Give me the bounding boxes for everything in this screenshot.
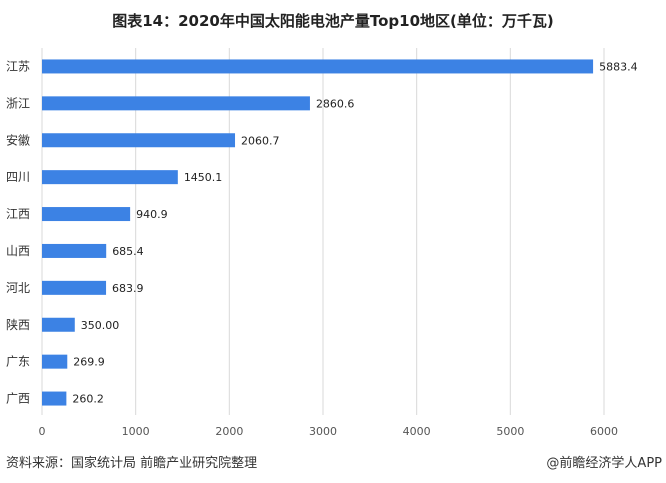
x-tick-label: 6000 <box>590 425 618 438</box>
y-category-label: 陕西 <box>6 317 30 332</box>
y-category-label: 河北 <box>6 281 30 295</box>
data-label: 260.2 <box>72 393 104 406</box>
y-category-label: 江西 <box>6 207 30 221</box>
bar <box>42 170 178 185</box>
x-tick-label: 4000 <box>403 425 431 438</box>
data-label: 940.9 <box>136 208 168 221</box>
y-category-label: 江苏 <box>6 59 30 73</box>
y-category-label: 安徽 <box>6 132 30 147</box>
data-label: 350.00 <box>81 319 120 332</box>
x-tick-label: 0 <box>39 425 46 438</box>
y-category-label: 山西 <box>6 244 30 258</box>
data-label: 1450.1 <box>184 171 223 184</box>
data-label: 683.9 <box>112 282 143 295</box>
bar <box>42 133 236 148</box>
bar <box>42 317 75 332</box>
brand-label: @前瞻经济学人APP <box>546 456 662 471</box>
bar <box>42 354 68 369</box>
data-label: 5883.4 <box>599 60 638 73</box>
y-category-label: 广西 <box>6 392 30 406</box>
bar <box>42 391 67 406</box>
bar <box>42 96 310 111</box>
data-label: 685.4 <box>112 245 143 258</box>
bar <box>42 280 107 295</box>
x-tick-label: 5000 <box>496 425 524 438</box>
x-tick-label: 2000 <box>215 425 243 438</box>
source-note: 资料来源：国家统计局 前瞻产业研究院整理 <box>6 456 258 471</box>
y-category-label: 四川 <box>6 170 30 184</box>
x-tick-label: 1000 <box>122 425 150 438</box>
bar <box>42 59 594 74</box>
bar <box>42 207 131 222</box>
data-label: 2060.7 <box>241 134 280 147</box>
y-category-label: 广东 <box>6 355 30 369</box>
data-label: 2860.6 <box>316 97 355 110</box>
data-label: 269.9 <box>73 356 105 369</box>
bar <box>42 243 107 258</box>
y-category-label: 浙江 <box>6 96 30 110</box>
x-tick-label: 3000 <box>309 425 337 438</box>
chart-title: 图表14：2020年中国太阳能电池产量Top10地区(单位：万千瓦) <box>112 12 554 30</box>
